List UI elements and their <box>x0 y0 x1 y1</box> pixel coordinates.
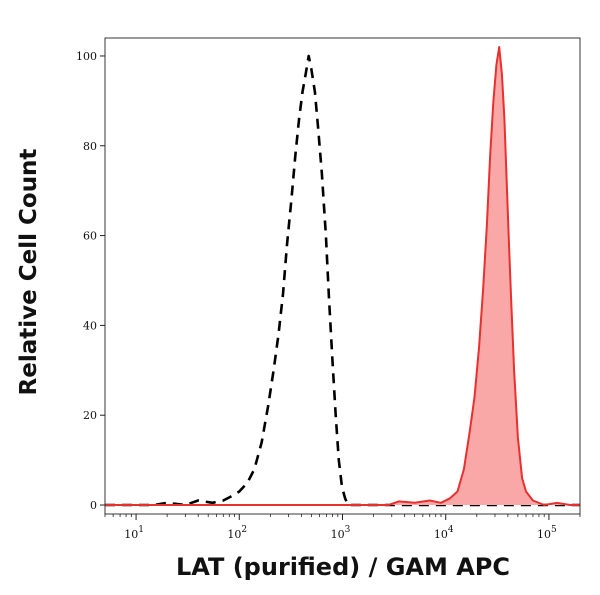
y-tick-label: 80 <box>83 140 97 153</box>
x-tick-label: 105 <box>537 525 557 541</box>
y-tick-label: 0 <box>90 499 97 512</box>
series-line-filled <box>105 46 580 506</box>
y-tick-label: 20 <box>83 409 97 422</box>
x-axis-title: LAT (purified) / GAM APC <box>176 553 510 581</box>
y-tick-label: 40 <box>83 319 97 332</box>
x-tick-label: 102 <box>227 525 247 541</box>
x-tick-label: 103 <box>331 525 351 541</box>
x-tick-label: 104 <box>434 525 454 541</box>
y-tick-label: 100 <box>76 50 97 63</box>
plot-area <box>105 46 580 507</box>
series-area-fill <box>105 47 580 505</box>
series-line-dashed <box>105 54 580 507</box>
x-tick-label: 101 <box>124 525 144 541</box>
axes: 0 20 40 60 80 100 101 102 103 104 105 <box>76 37 581 541</box>
y-tick-label: 60 <box>83 230 97 243</box>
y-axis-title: Relative Cell Count <box>16 149 42 396</box>
